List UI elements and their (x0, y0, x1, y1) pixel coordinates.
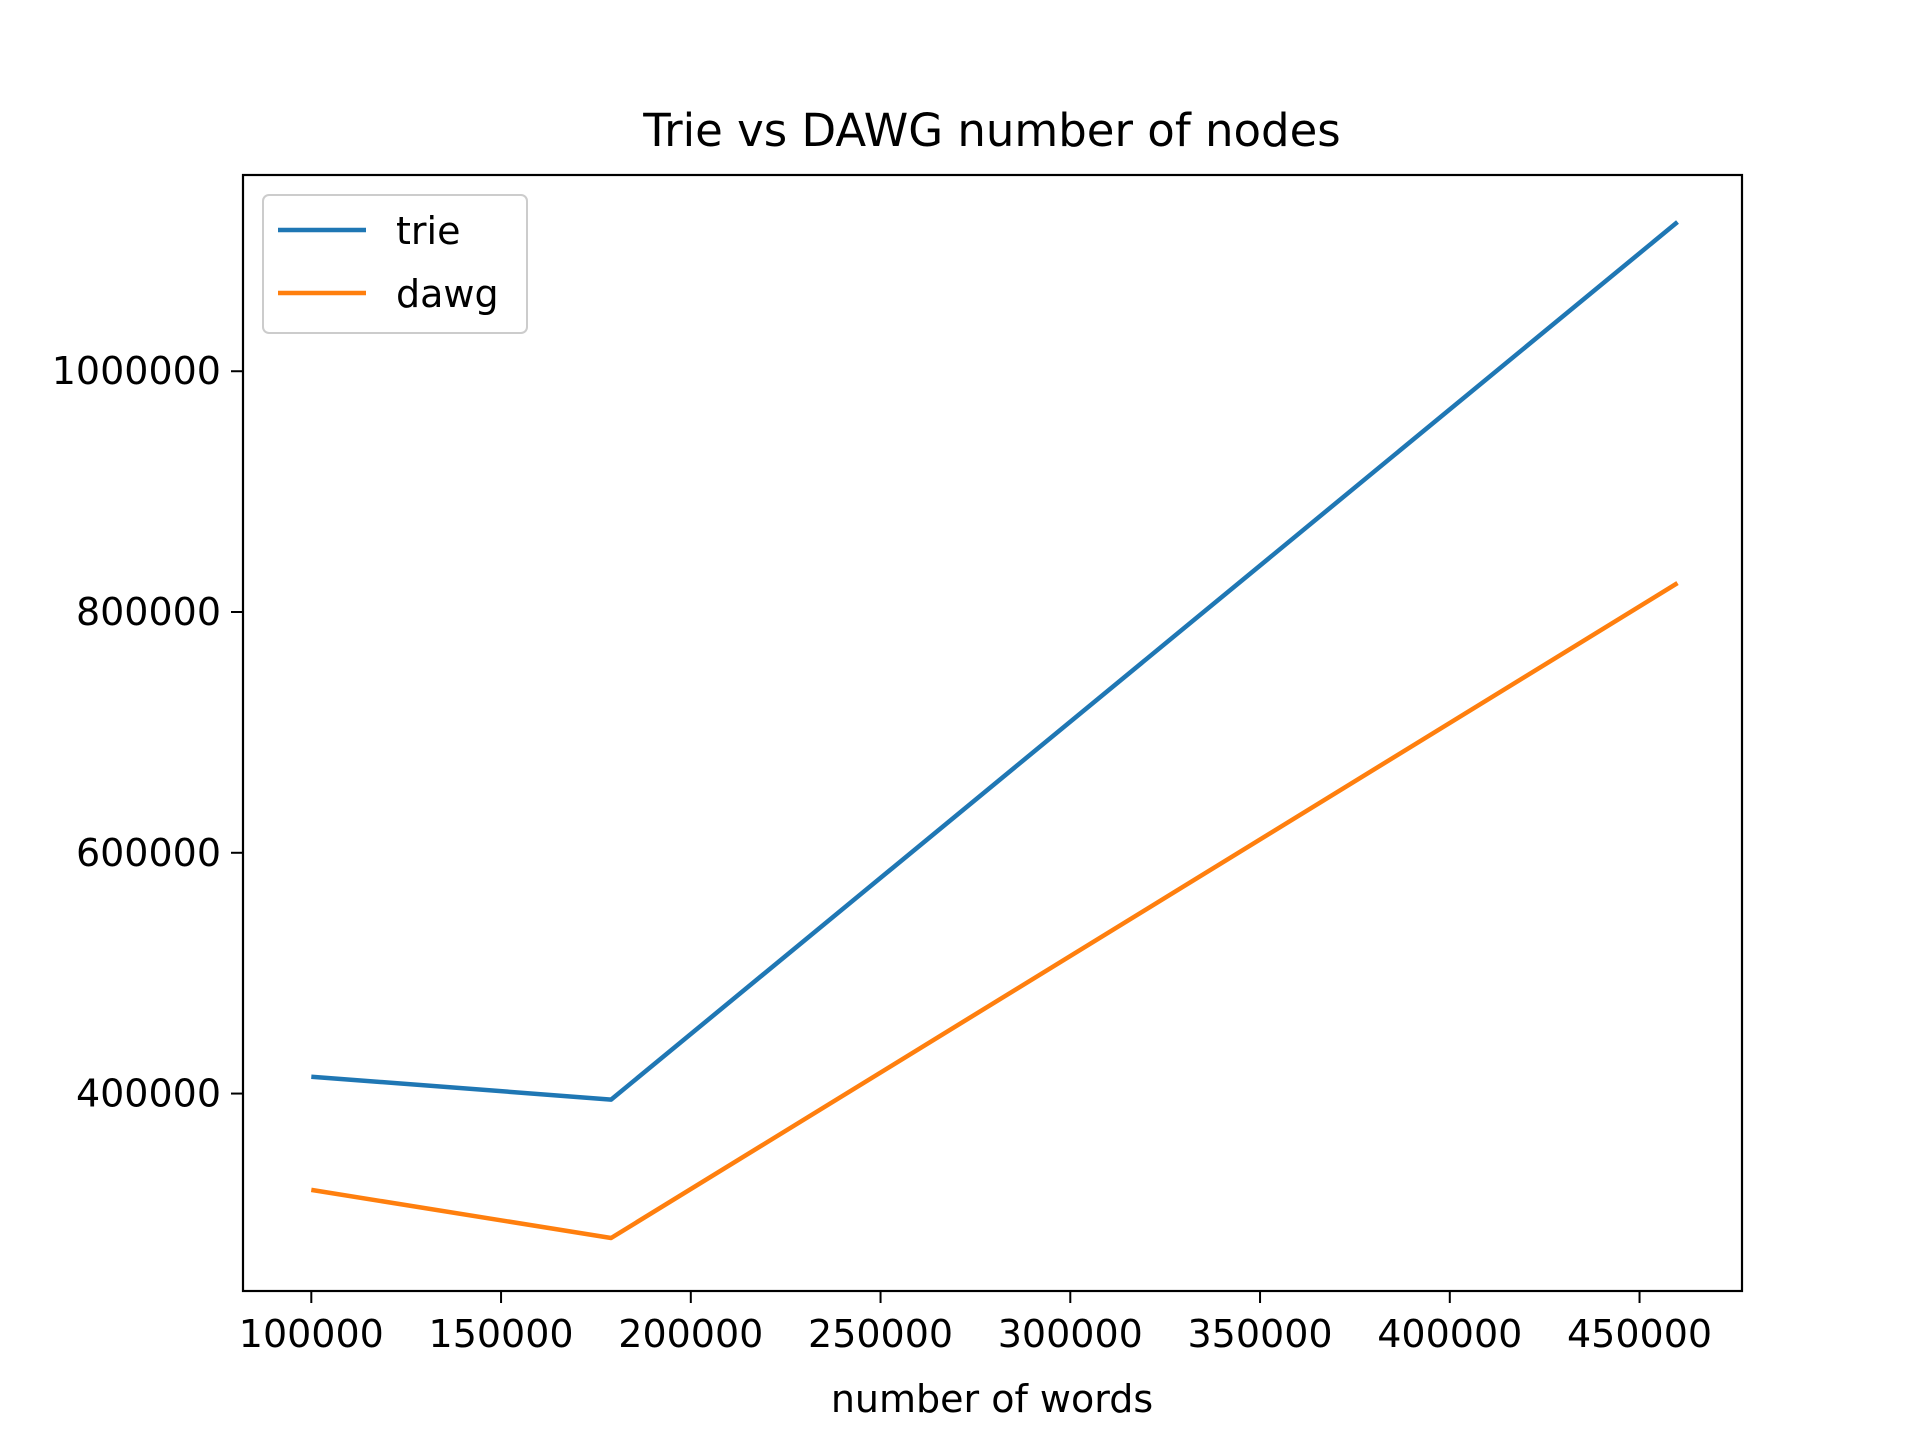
plot-area (310, 220, 1679, 1241)
x-tick-label: 450000 (1567, 1312, 1712, 1356)
y-tick-label: 800000 (76, 590, 221, 634)
x-tick-label: 350000 (1188, 1312, 1333, 1356)
axes-frame (241, 173, 1744, 1293)
x-tick-label: 200000 (618, 1312, 763, 1356)
x-axis-label: number of words (831, 1377, 1153, 1421)
legend: trie dawg (262, 194, 528, 334)
x-tick-label: 250000 (808, 1312, 953, 1356)
y-tick-label: 600000 (76, 831, 221, 875)
legend-label-trie: trie (396, 209, 460, 253)
y-tick-label: 400000 (76, 1072, 221, 1116)
x-tick-label: 150000 (429, 1312, 574, 1356)
x-tick-label: 300000 (998, 1312, 1143, 1356)
chart-title: Trie vs DAWG number of nodes (642, 104, 1340, 157)
y-axis-ticks: 400000 600000 800000 1000000 (52, 349, 243, 1116)
x-tick-label: 100000 (239, 1312, 384, 1356)
x-axis-ticks: 100000 150000 200000 250000 300000 350000 4000… (239, 1291, 1712, 1356)
x-tick-label: 400000 (1377, 1312, 1522, 1356)
y-tick-label: 1000000 (52, 349, 221, 393)
legend-label-dawg: dawg (396, 272, 499, 316)
